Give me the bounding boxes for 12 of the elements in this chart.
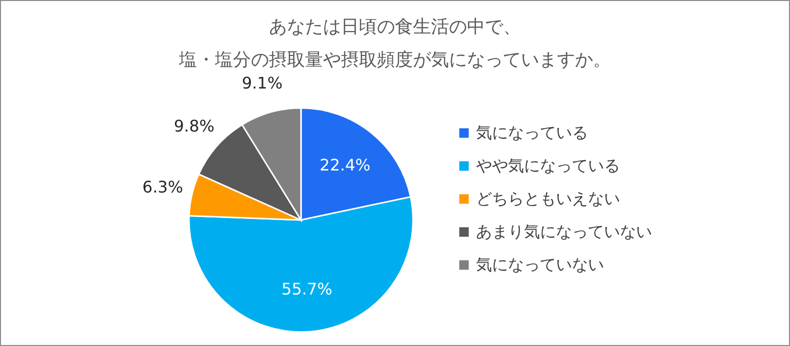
data-label: 55.7% bbox=[282, 280, 332, 299]
data-label: 9.8% bbox=[174, 116, 214, 136]
legend-label: 気になっていない bbox=[476, 255, 604, 274]
legend-label: あまり気になっていない bbox=[476, 222, 652, 241]
legend-label: 気になっている bbox=[476, 123, 588, 142]
legend-label: どちらともいえない bbox=[476, 189, 620, 208]
data-label: 6.3% bbox=[142, 178, 184, 197]
text: あなたは日頃の食生活の中で、 bbox=[269, 16, 521, 38]
data-label: 22.4% bbox=[320, 156, 370, 175]
text: 塩・塩分の摂取量や摂取頻度が気になっていますか。 bbox=[179, 49, 611, 70]
data-label: 9.1% bbox=[242, 73, 283, 92]
legend-label: やや気になっている bbox=[476, 156, 620, 175]
